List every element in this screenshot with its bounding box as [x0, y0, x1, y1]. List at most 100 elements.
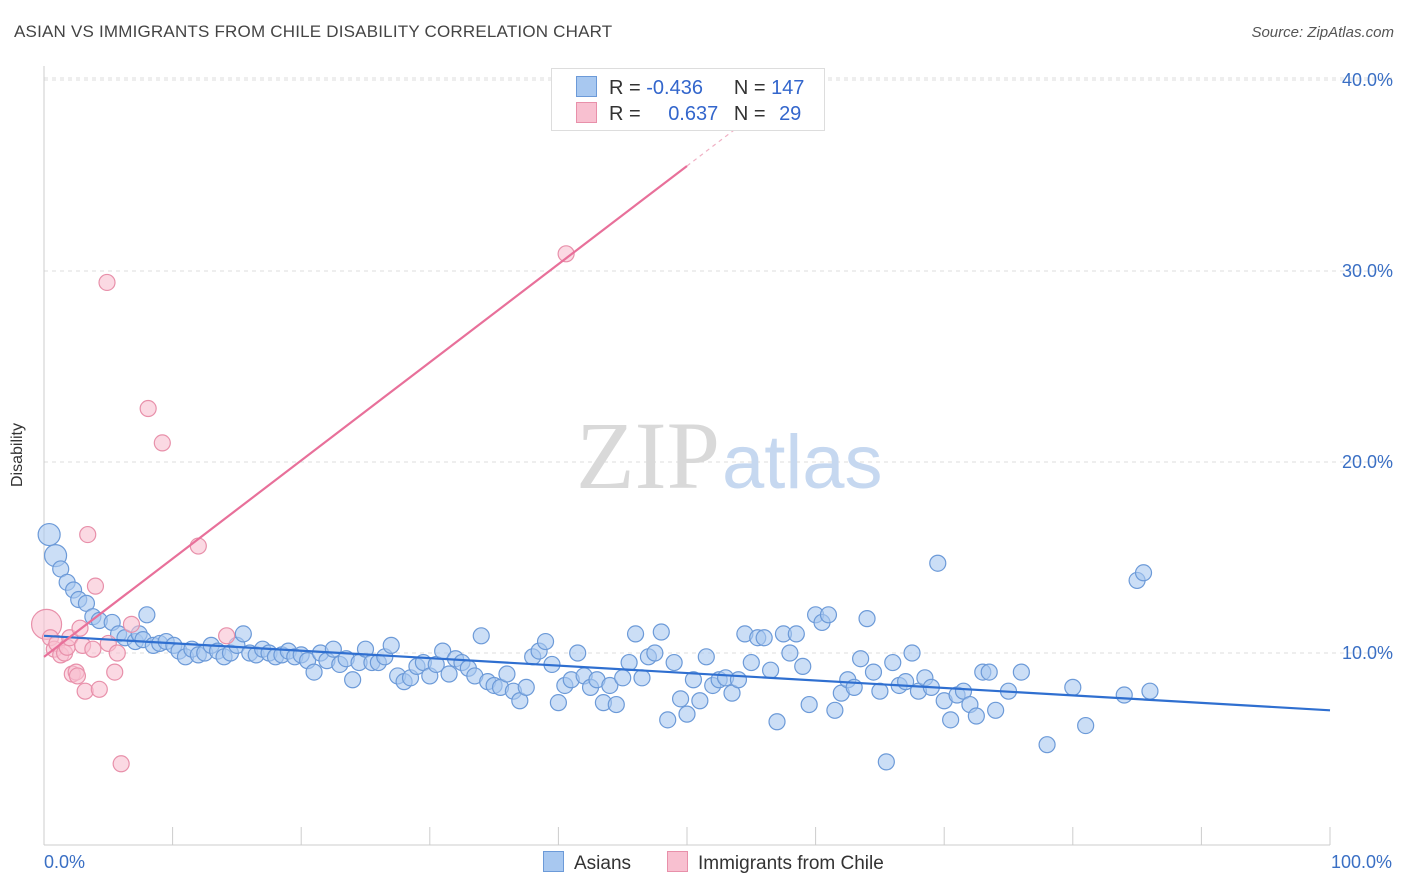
legend-swatch-asians [576, 76, 597, 97]
chile-point [153, 434, 171, 452]
bottom-legend-label-chile: Immigrants from Chile [698, 853, 884, 874]
asian-point [601, 676, 619, 695]
bottom-legend-chile: Immigrants from Chile [667, 851, 884, 875]
source-label: Source: ZipAtlas.com [1251, 24, 1394, 41]
chile-trend-line [43, 165, 688, 658]
asian-point [607, 695, 625, 714]
asian-point [1038, 736, 1056, 754]
legend-swatch-chile [576, 102, 597, 123]
asian-point [864, 663, 883, 681]
asian-point [234, 625, 252, 643]
chile-point [84, 640, 102, 658]
asian-point [800, 695, 818, 714]
asian-point [646, 644, 664, 662]
trend-lines [43, 121, 1331, 712]
asian-point [633, 669, 651, 687]
bottom-legend-label-asians: Asians [574, 853, 632, 874]
asian-point [987, 701, 1005, 719]
asian-trend-line [43, 634, 1331, 712]
asian-point [697, 648, 715, 666]
asian-point [620, 653, 638, 672]
r-label: R = [609, 103, 641, 125]
asian-point [1077, 716, 1095, 735]
asian-point [852, 650, 870, 668]
asian-point [659, 711, 677, 729]
chile-point [108, 644, 126, 662]
asian-point [344, 671, 362, 689]
asian-point [382, 636, 400, 654]
y-tick-labels: 10.0% 20.0% 30.0% 40.0% [1342, 70, 1393, 663]
bottom-legend-asians: Asians [543, 851, 631, 875]
asian-point [794, 657, 812, 675]
asian-point [826, 701, 844, 719]
asian-point [678, 705, 696, 723]
axes [43, 66, 1331, 846]
chile-point [79, 525, 97, 544]
n-value-chile: 29 [779, 103, 802, 125]
asian-point [517, 678, 535, 696]
r-label: R = [609, 77, 641, 99]
chile-point [106, 663, 124, 681]
asian-point [884, 653, 902, 672]
asian-point [1064, 678, 1082, 696]
chile-point [139, 399, 157, 418]
asian-point [755, 629, 773, 647]
asian-point [819, 606, 838, 624]
asian-point [1141, 682, 1159, 700]
chart-title: ASIAN VS IMMIGRANTS FROM CHILE DISABILIT… [14, 22, 613, 41]
asian-point [761, 661, 780, 679]
asian-point [569, 644, 587, 662]
asian-point [626, 625, 645, 643]
asian-point [877, 753, 895, 771]
data-points [30, 245, 1159, 773]
r-value-asians: -0.436 [646, 77, 703, 99]
chile-point [112, 755, 130, 773]
chile-point [68, 667, 87, 685]
asian-point [781, 644, 799, 662]
bottom-legend-swatch-chile [667, 851, 688, 872]
bottom-legend-swatch-asians [543, 851, 564, 872]
asian-point [536, 632, 555, 651]
asian-point [967, 707, 985, 725]
asian-point [768, 713, 786, 731]
x-tick-min: 0.0% [44, 852, 86, 872]
asian-point [665, 653, 683, 672]
chile-point [86, 577, 105, 595]
asian-point [305, 663, 323, 681]
correlation-legend: R = -0.436 N = 147 R = 0.637 N = 29 [551, 68, 825, 131]
asian-point [498, 665, 516, 683]
y-tick-label: 10.0% [1342, 643, 1393, 663]
asian-point [37, 522, 61, 547]
chile-point [557, 245, 575, 263]
legend-row-asians: R = -0.436 N = 147 [576, 76, 805, 99]
chile-point [90, 680, 108, 698]
y-tick-label: 40.0% [1342, 70, 1393, 90]
asian-point [742, 653, 760, 672]
legend-row-chile: R = 0.637 N = 29 [576, 102, 802, 125]
watermark-zip: ZIP [576, 402, 720, 509]
asian-point [903, 644, 921, 662]
asian-point [614, 669, 632, 687]
y-tick-label: 20.0% [1342, 452, 1393, 472]
gridlines [44, 77, 1392, 654]
asian-point [671, 690, 690, 708]
chile-point [98, 273, 116, 292]
asian-point [1115, 686, 1133, 704]
asian-point [980, 663, 998, 681]
asian-point [942, 711, 960, 729]
n-label: N = [733, 77, 766, 99]
chile-point [122, 615, 141, 633]
asian-point [1012, 663, 1030, 681]
y-tick-label: 30.0% [1342, 261, 1393, 281]
r-value-chile: 0.637 [668, 103, 719, 125]
asian-point [729, 671, 748, 689]
asian-point [858, 610, 876, 628]
chile-point [218, 627, 236, 645]
n-value-asians: 147 [771, 77, 805, 99]
x-tick-max: 100.0% [1330, 852, 1392, 872]
asian-point [472, 627, 490, 645]
watermark-atlas: atlas [722, 420, 883, 505]
n-label: N = [733, 103, 766, 125]
asian-point [787, 625, 805, 643]
